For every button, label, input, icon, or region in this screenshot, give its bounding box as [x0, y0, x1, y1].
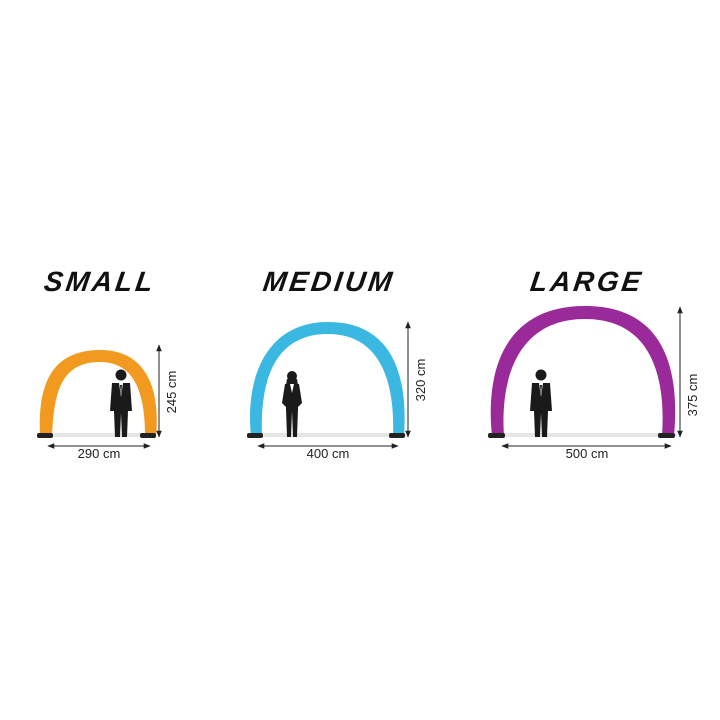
arch-tube-medium: [249, 322, 405, 436]
base-foot-right-medium: [389, 433, 405, 438]
arch-tube-large: [490, 306, 676, 436]
floor-shadow-large: [489, 433, 677, 437]
floor-shadow-medium: [248, 433, 406, 437]
base-foot-right-large: [658, 433, 675, 438]
base-foot-left-medium: [247, 433, 263, 438]
width-label-large: 500 cm: [566, 446, 609, 461]
height-label-large: 375 cm: [685, 374, 700, 417]
person-silhouette-medium: [282, 371, 302, 437]
arch-large: 500 cm 375 cm: [488, 306, 700, 461]
person-silhouette-small: [110, 369, 132, 437]
base-foot-left-large: [488, 433, 505, 438]
width-label-small: 290 cm: [78, 446, 121, 461]
base-foot-right-small: [140, 433, 156, 438]
arch-medium: 400 cm 320 cm: [247, 321, 428, 461]
arch-small: 290 cm 245 cm: [37, 344, 179, 461]
arch-tube-small: [39, 350, 157, 436]
height-label-medium: 320 cm: [413, 359, 428, 402]
floor-shadow-small: [38, 433, 156, 437]
height-label-small: 245 cm: [164, 371, 179, 414]
base-foot-left-small: [37, 433, 53, 438]
person-silhouette-large: [530, 369, 552, 437]
width-label-medium: 400 cm: [307, 446, 350, 461]
